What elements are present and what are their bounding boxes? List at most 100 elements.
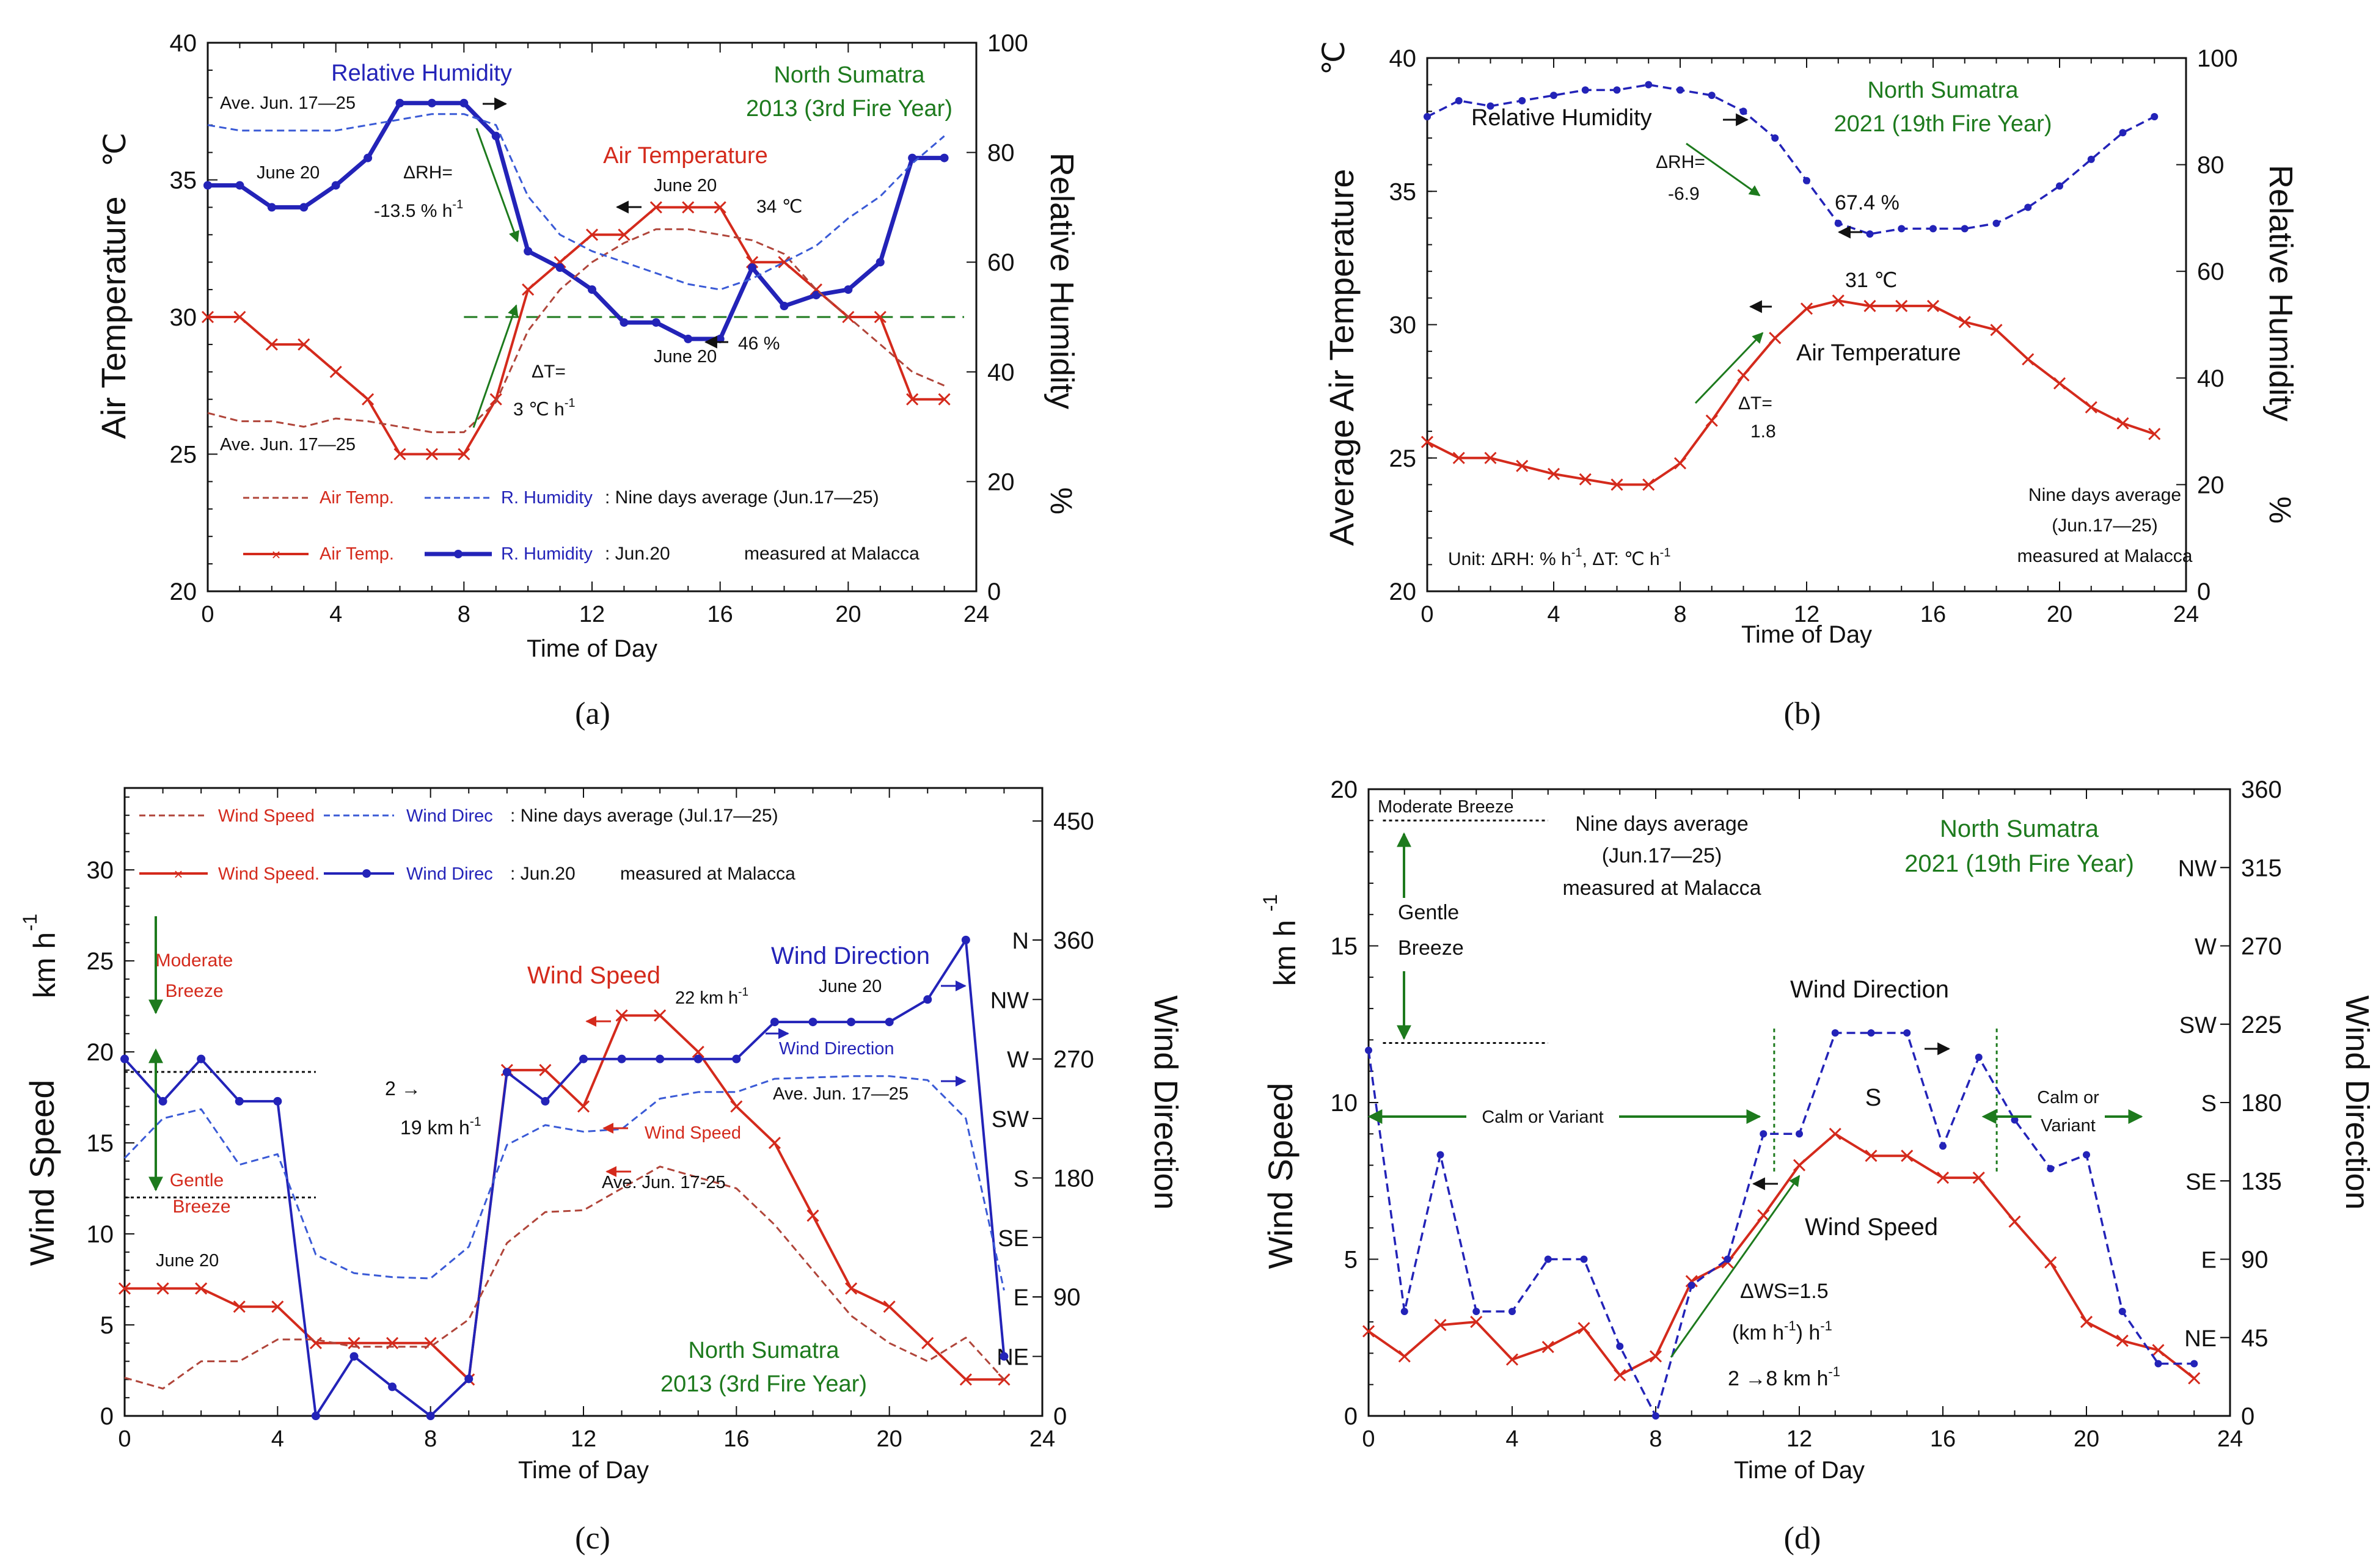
panel-b-x-tick-label: 20 bbox=[2047, 602, 2072, 627]
panel-d-y2-tick-label: 90 bbox=[2241, 1247, 2269, 1274]
panel-d-ylabel: Wind Speed bbox=[1261, 1082, 1300, 1269]
panel-d-series-1-marker bbox=[1616, 1343, 1624, 1350]
panel-d-y-tick-label: 20 bbox=[1331, 776, 1358, 803]
panel-d-x-tick-label: 20 bbox=[2074, 1426, 2099, 1452]
panel-a-series-0-marker bbox=[874, 310, 887, 324]
panel-d-x-tick-label: 0 bbox=[1362, 1426, 1375, 1452]
panel-c-series-1-marker bbox=[808, 1018, 817, 1027]
panel-b-y2label: Relative Humidity bbox=[2262, 165, 2299, 421]
panel-d-axes: 0 4 8 12 16 20 24 Time of Day 0 5 10 15 20 0 45 90 135 18… bbox=[1259, 776, 2373, 1484]
panel-a-legend-day-t-mark: × bbox=[271, 545, 280, 564]
panel-c-series-1-marker bbox=[885, 1018, 894, 1027]
panel-c-jump-2-main: 19 km h bbox=[400, 1117, 470, 1139]
panel-d-x-tick-label: 4 bbox=[1505, 1426, 1518, 1452]
panel-d-series-0-marker bbox=[1398, 1350, 1411, 1363]
panel-c-x-tick-label: 8 bbox=[424, 1426, 437, 1452]
panel-d-series-0-marker bbox=[1901, 1150, 1914, 1162]
panel-d-series-0-marker bbox=[2152, 1344, 2165, 1357]
panel-c-ave-ws: Ave. Jun. 17-25 bbox=[602, 1173, 726, 1192]
panel-d-dws-2sup: -1 bbox=[1784, 1318, 1796, 1333]
panel-b-y-tick-label: 30 bbox=[1389, 312, 1417, 339]
panel-b-unit-sup1: -1 bbox=[1571, 546, 1582, 560]
panel-c-title-wd: Wind Direction bbox=[771, 943, 930, 969]
panel-c-legend-day-wd: Wind Direc bbox=[406, 864, 493, 884]
panel-c-y-tick-label: 30 bbox=[87, 857, 114, 884]
panel-a-series-1-marker bbox=[811, 291, 821, 300]
panel-b-series-0-marker bbox=[2085, 401, 2097, 414]
panel-a-y2-tick-label: 40 bbox=[987, 359, 1015, 386]
panel-d-measured: measured at Malacca bbox=[1562, 877, 1761, 900]
panel-a-series-0-marker bbox=[233, 310, 246, 324]
panel-c-series-2-line bbox=[124, 1165, 1005, 1390]
panel-a-series-0-marker bbox=[489, 393, 502, 406]
panel-c-series-1-marker bbox=[961, 935, 970, 944]
panel-b-series-1-marker bbox=[1771, 134, 1779, 142]
panel-d-dws-3-sup: -1 bbox=[1828, 1364, 1840, 1379]
panel-d-calm-2b: Variant bbox=[2041, 1116, 2096, 1136]
panel-b-series-0-marker bbox=[1452, 451, 1465, 464]
panel-b-x-tick-label: 8 bbox=[1673, 602, 1686, 627]
panel-a-series-2-line bbox=[207, 228, 945, 434]
panel-b-series-1-marker bbox=[2119, 129, 2127, 137]
panel-d-calm-1: Calm or Variant bbox=[1482, 1107, 1603, 1127]
panel-b-series-1-marker bbox=[1898, 225, 1906, 233]
panel-c-legend-day-ws-mark: × bbox=[174, 865, 183, 883]
panel-c-gentle-2: Breeze bbox=[172, 1197, 230, 1217]
panel-a-series-0-marker bbox=[329, 365, 342, 378]
panel-c-series-0-marker bbox=[998, 1373, 1011, 1386]
panel-c-series-0-line bbox=[125, 1014, 1004, 1381]
panel-b-series-1-marker bbox=[2087, 155, 2095, 163]
panel-a-series-1-marker bbox=[780, 302, 789, 311]
panel-a-series-0-marker bbox=[714, 201, 726, 214]
panel-a-y2-tick-label: 0 bbox=[987, 578, 1001, 605]
panel-d-series-0-marker bbox=[1362, 1325, 1375, 1338]
panel-b-y2-tick-label: 60 bbox=[2197, 258, 2225, 285]
panel-d-series-0-marker bbox=[1614, 1369, 1626, 1382]
panel-b-series bbox=[1421, 81, 2161, 491]
panel-a-series bbox=[201, 98, 964, 461]
panel-d-series-0-marker bbox=[1505, 1353, 1519, 1366]
panel-b-y-tick-label: 20 bbox=[1389, 578, 1417, 605]
panel-c-measured: measured at Malacca bbox=[620, 864, 795, 884]
panel-a-legend-avg-rh: R. Humidity bbox=[501, 488, 593, 508]
panel-d-dws-3-main: 2 →8 km h bbox=[1728, 1367, 1828, 1390]
panel-a-y2-tick-label: 60 bbox=[987, 249, 1015, 276]
panel-d-y2-tick-label: 360 bbox=[2241, 776, 2282, 803]
panel-c-june20-ws: June 20 bbox=[156, 1251, 219, 1271]
panel-c-series-0-marker bbox=[730, 1100, 743, 1113]
panel-c-june20-wd: June 20 bbox=[819, 977, 882, 996]
panel-c-compass-label: S bbox=[1014, 1166, 1029, 1192]
panel-c-y2label: Wind Direction bbox=[1147, 995, 1184, 1209]
panel-a-series-1-marker bbox=[395, 98, 404, 108]
panel-a-series-1-marker bbox=[203, 181, 212, 190]
panel-a-series-0-marker bbox=[298, 338, 310, 351]
panel-c-y-tick-label: 20 bbox=[87, 1039, 114, 1066]
panel-a-x-tick-label: 16 bbox=[708, 602, 733, 627]
panel-c-series-1-marker bbox=[311, 1412, 320, 1420]
panel-c-peak-sup: -1 bbox=[738, 986, 748, 999]
panel-b-y2-tick-label: 0 bbox=[2197, 578, 2210, 605]
panel-d-series-1-marker bbox=[1687, 1282, 1695, 1289]
panel-a-x-tick-label: 4 bbox=[329, 602, 342, 627]
panel-b-region-2: 2021 (19th Fire Year) bbox=[1834, 111, 2052, 137]
panel-b-series-1-marker bbox=[1550, 92, 1557, 100]
panel-d-series-1-marker bbox=[1796, 1130, 1803, 1138]
panel-b-y-tick-label: 40 bbox=[1389, 45, 1417, 72]
panel-d-series-1-marker bbox=[1867, 1029, 1875, 1037]
panel-d-sector: S bbox=[1865, 1084, 1882, 1111]
panel-a-series-1-marker bbox=[908, 153, 917, 162]
panel-d-y2-tick-label: 225 bbox=[2241, 1012, 2282, 1038]
panel-d-dws-3: 2 →8 km h-1 bbox=[1728, 1364, 1840, 1390]
panel-d-series-0-marker bbox=[1793, 1159, 1806, 1172]
panel-a-x-tick-label: 8 bbox=[458, 602, 470, 627]
panel-a-series-1-marker bbox=[876, 258, 885, 267]
panel-a-drh-arrow bbox=[475, 128, 519, 242]
panel-c-ylabel-sup: -1 bbox=[19, 914, 41, 931]
panel-a-y-tick-label: 30 bbox=[170, 304, 197, 331]
panel-b-series-1-marker bbox=[1834, 219, 1842, 227]
panel-d-gentle-1: Gentle bbox=[1398, 901, 1459, 924]
panel-a-region-2: 2013 (3rd Fire Year) bbox=[746, 96, 952, 122]
panel-b-y2-tick-label: 80 bbox=[2197, 152, 2225, 179]
panel-a-x-tick-label: 12 bbox=[579, 602, 605, 627]
panel-a-series-0-marker bbox=[938, 393, 951, 406]
